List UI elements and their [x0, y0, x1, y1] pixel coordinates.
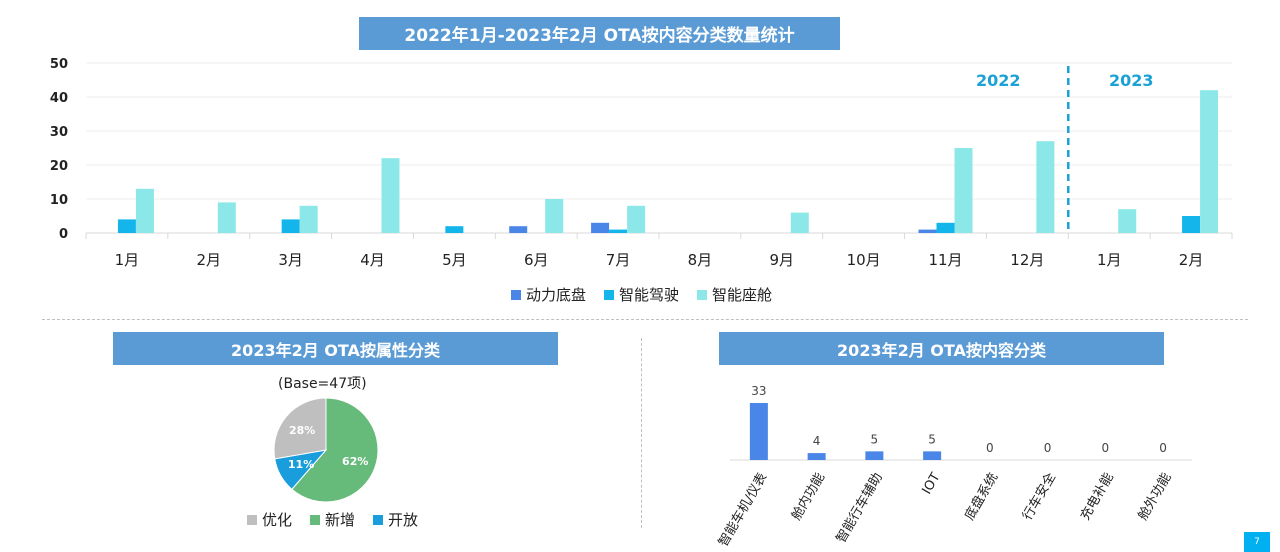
bar-cockpit [136, 189, 154, 233]
bar-powertrain [919, 230, 937, 233]
legend-swatch-cockpit [697, 290, 707, 300]
section-divider-vertical [641, 338, 642, 528]
pie-chart-title: 2023年2月 OTA按属性分类 [113, 332, 558, 365]
bar-powertrain [591, 223, 609, 233]
bar-cockpit [791, 213, 809, 233]
x-tick-label: 4月 [360, 251, 385, 269]
category-value-label: 33 [751, 384, 766, 398]
legend-label-cockpit: 智能座舱 [712, 284, 772, 305]
legend-swatch-powertrain [511, 290, 521, 300]
x-tick-label: 2月 [197, 251, 222, 269]
bar-adas [609, 230, 627, 233]
x-tick-label: 8月 [688, 251, 713, 269]
year-label-2022: 2022 [976, 71, 1021, 90]
y-tick-label: 10 [50, 193, 68, 208]
category-value-label: 5 [928, 432, 936, 446]
y-tick-label: 0 [59, 227, 68, 242]
legend-swatch-optimize [247, 515, 257, 525]
category-tick-label: 充电补能 [1077, 470, 1117, 523]
legend-swatch-open [373, 515, 383, 525]
category-tick-label: 舱外功能 [1136, 471, 1175, 524]
legend-swatch-adas [604, 290, 614, 300]
pie-base-note: (Base=47项) [278, 373, 367, 393]
page-number: 7 [1244, 532, 1270, 552]
x-tick-label: 12月 [1010, 251, 1044, 269]
legend-item-cockpit: 智能座舱 [697, 284, 772, 305]
x-tick-label: 1月 [1097, 251, 1122, 269]
legend-item-optimize: 优化 [247, 509, 292, 530]
category-value-label: 0 [986, 441, 994, 455]
legend-item-powertrain: 动力底盘 [511, 284, 586, 305]
category-value-label: 0 [1159, 441, 1167, 455]
pie-slice-label: 11% [288, 458, 314, 471]
pie-chart-legend: 优化 新增 开放 [247, 509, 418, 530]
category-value-label: 4 [813, 434, 821, 448]
legend-swatch-new [310, 515, 320, 525]
bar-cockpit [1118, 209, 1136, 233]
category-bar [808, 453, 826, 460]
x-tick-label: 10月 [847, 251, 881, 269]
category-tick-label: 行车安全 [1019, 470, 1059, 523]
category-tick-label: 智能行车辅助 [833, 470, 886, 546]
legend-item-new: 新增 [310, 509, 355, 530]
x-tick-label: 11月 [928, 251, 962, 269]
x-tick-label: 7月 [606, 251, 631, 269]
legend-label-new: 新增 [325, 509, 355, 530]
x-tick-label: 1月 [115, 251, 140, 269]
bar-cockpit [300, 206, 318, 233]
y-tick-label: 50 [50, 57, 68, 72]
bar-adas [282, 219, 300, 233]
category-value-label: 0 [1044, 441, 1052, 455]
y-tick-label: 20 [50, 159, 68, 174]
section-divider-horizontal [42, 319, 1248, 320]
bar-cockpit [382, 158, 400, 233]
bar-cockpit [218, 202, 236, 233]
category-bar [865, 451, 883, 460]
bar-adas [1182, 216, 1200, 233]
category-tick-label: 底盘系统 [961, 470, 1001, 523]
y-tick-label: 30 [50, 125, 68, 140]
category-value-label: 5 [871, 432, 879, 446]
x-tick-label: 2月 [1179, 251, 1204, 269]
legend-item-open: 开放 [373, 509, 418, 530]
category-chart-title: 2023年2月 OTA按内容分类 [719, 332, 1164, 365]
bar-adas [937, 223, 955, 233]
legend-label-adas: 智能驾驶 [619, 284, 679, 305]
category-bar [750, 403, 768, 460]
legend-label-powertrain: 动力底盘 [526, 284, 586, 305]
category-tick-label: 智能车机/仪表 [715, 470, 770, 549]
legend-label-open: 开放 [388, 509, 418, 530]
bar-cockpit [545, 199, 563, 233]
main-chart-legend: 动力底盘 智能驾驶 智能座舱 [511, 284, 772, 305]
y-tick-label: 40 [50, 91, 68, 106]
bar-cockpit [1200, 90, 1218, 233]
x-tick-label: 9月 [770, 251, 795, 269]
category-bar [923, 451, 941, 460]
legend-label-optimize: 优化 [262, 509, 292, 530]
bar-adas [445, 226, 463, 233]
pie-slice-label: 62% [342, 455, 368, 468]
bar-cockpit [1036, 141, 1054, 233]
pie-slice-label: 28% [289, 424, 315, 437]
bar-cockpit [955, 148, 973, 233]
bar-cockpit [627, 206, 645, 233]
bar-adas [118, 219, 136, 233]
year-label-2023: 2023 [1109, 71, 1154, 90]
legend-item-adas: 智能驾驶 [604, 284, 679, 305]
category-tick-label: IOT [920, 470, 944, 497]
bar-powertrain [509, 226, 527, 233]
x-tick-label: 6月 [524, 251, 549, 269]
x-tick-label: 5月 [442, 251, 467, 269]
category-value-label: 0 [1102, 441, 1110, 455]
category-tick-label: 舱内功能 [788, 470, 828, 523]
x-tick-label: 3月 [278, 251, 303, 269]
